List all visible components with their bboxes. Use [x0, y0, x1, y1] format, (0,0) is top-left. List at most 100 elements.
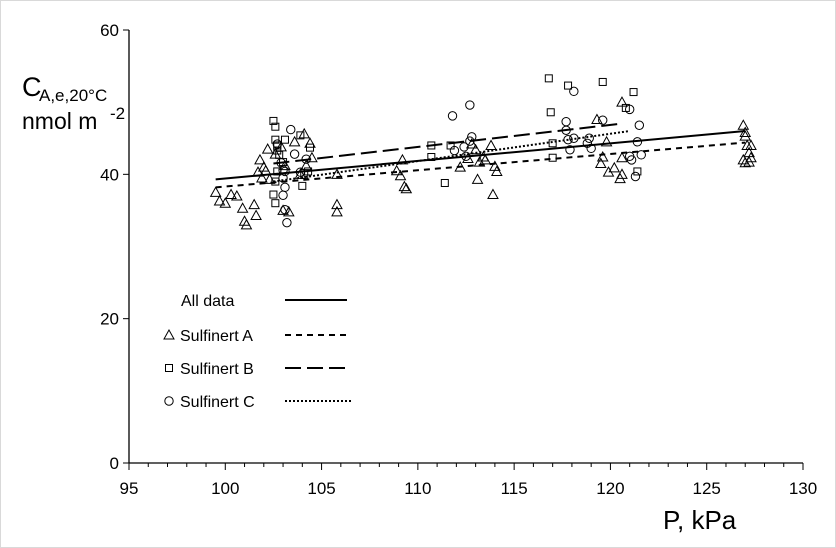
circle-point — [280, 182, 290, 193]
triangle-point — [608, 161, 621, 173]
triangle-point — [739, 126, 752, 137]
x-tick-label: 95 — [120, 479, 139, 498]
square-point — [271, 177, 280, 186]
triangle-point — [591, 113, 603, 124]
square-point — [546, 108, 555, 117]
square-point — [269, 116, 278, 125]
circle-point — [272, 139, 282, 149]
y-axis-label-subscript: A,e,20°C — [39, 86, 107, 105]
circle-point — [626, 155, 637, 165]
square-point — [548, 139, 557, 148]
circle-point — [459, 142, 469, 152]
trendline-dotted — [273, 130, 630, 183]
data-points — [209, 74, 757, 230]
x-axis-ticks: 95 100 105 110 115 120 125 130 — [120, 463, 817, 498]
triangle-point — [396, 153, 409, 165]
square-point — [633, 167, 642, 176]
triangle-point — [739, 156, 752, 168]
triangle-point — [219, 197, 232, 208]
circle-point — [289, 149, 300, 159]
circle-point — [295, 167, 306, 177]
square-point — [280, 135, 289, 144]
y-tick-label: 40 — [100, 165, 119, 184]
square-point — [548, 153, 557, 162]
triangle-point — [259, 164, 272, 176]
circle-point — [276, 158, 286, 168]
triangle-point — [594, 157, 607, 169]
triangle-point — [737, 119, 750, 130]
square-point — [273, 146, 282, 155]
y-axis-label-unit: nmol m — [22, 108, 97, 134]
circle-point — [282, 217, 292, 228]
triangle-point — [479, 153, 492, 165]
circle-point — [561, 125, 571, 136]
square-point — [271, 199, 280, 208]
circle-point — [280, 204, 290, 215]
triangle-point — [306, 151, 318, 163]
legend-label-sulfinert-a: Sulfinert A — [180, 328, 253, 345]
legend-marker-square — [165, 364, 173, 372]
x-tick-label: 130 — [789, 479, 817, 498]
triangle-point — [288, 135, 301, 147]
y-axis-ticks: 0 20 40 60 — [100, 21, 129, 473]
square-point — [271, 122, 280, 131]
square-point — [427, 141, 436, 150]
triangle-point — [400, 182, 413, 194]
x-tick-label: 100 — [211, 479, 239, 498]
x-tick-label: 105 — [307, 479, 335, 498]
triangle-point — [213, 195, 226, 206]
y-tick-label: 20 — [100, 310, 119, 329]
legend-circle-icon — [164, 396, 174, 406]
triangle-point — [282, 205, 295, 217]
triangle-point — [331, 205, 343, 217]
square-point — [564, 81, 573, 90]
circle-point — [467, 132, 477, 142]
triangle-point — [304, 137, 316, 148]
circle-point — [630, 171, 641, 182]
circle-point — [280, 166, 290, 177]
triangle-point — [465, 137, 478, 149]
y-tick-label: 0 — [110, 454, 119, 473]
circle-point — [598, 115, 608, 125]
square-point — [629, 88, 638, 97]
x-tick-label: 120 — [596, 479, 624, 498]
circle-point — [278, 173, 288, 183]
y-tick-label: 60 — [100, 21, 119, 40]
circle-point — [447, 111, 458, 121]
y-axis-label-unit-exponent: -2 — [110, 104, 125, 123]
circle-point — [449, 145, 460, 156]
triangle-point — [471, 173, 484, 184]
circle-point — [465, 136, 475, 146]
triangle-point — [248, 198, 261, 210]
legend-marker-triangle — [163, 328, 175, 340]
triangle-point — [240, 218, 253, 230]
circle-point — [569, 133, 579, 143]
legend-label-sulfinert-c: Sulfinert C — [180, 394, 255, 411]
triangle-point — [462, 152, 474, 163]
triangle-point — [300, 159, 313, 171]
legend-triangle-icon — [163, 328, 175, 340]
y-axis-label: C A,e,20°C nmol m -2 — [22, 72, 125, 134]
legend-square-icon — [165, 364, 173, 372]
circle-point — [465, 100, 475, 110]
x-tick-label: 115 — [501, 479, 528, 498]
circle-point — [563, 134, 573, 145]
x-tick-label: 125 — [693, 479, 721, 498]
y-axis-label-symbol: C — [22, 72, 42, 102]
legend-label-sulfinert-b: Sulfinert B — [180, 361, 254, 378]
circle-point — [565, 145, 575, 155]
square-point — [306, 143, 315, 152]
trendline-short-dash — [215, 141, 746, 189]
circle-point — [286, 124, 296, 135]
circle-point — [584, 133, 594, 143]
triangle-point — [398, 180, 411, 192]
triangle-point — [485, 139, 497, 150]
triangle-point — [209, 186, 222, 197]
circle-point — [461, 151, 471, 161]
circle-point — [301, 154, 311, 164]
triangle-point — [256, 171, 268, 183]
triangle-point — [261, 143, 274, 154]
triangle-point — [596, 150, 609, 162]
x-tick-label: 110 — [404, 479, 431, 498]
triangle-point — [745, 139, 757, 150]
